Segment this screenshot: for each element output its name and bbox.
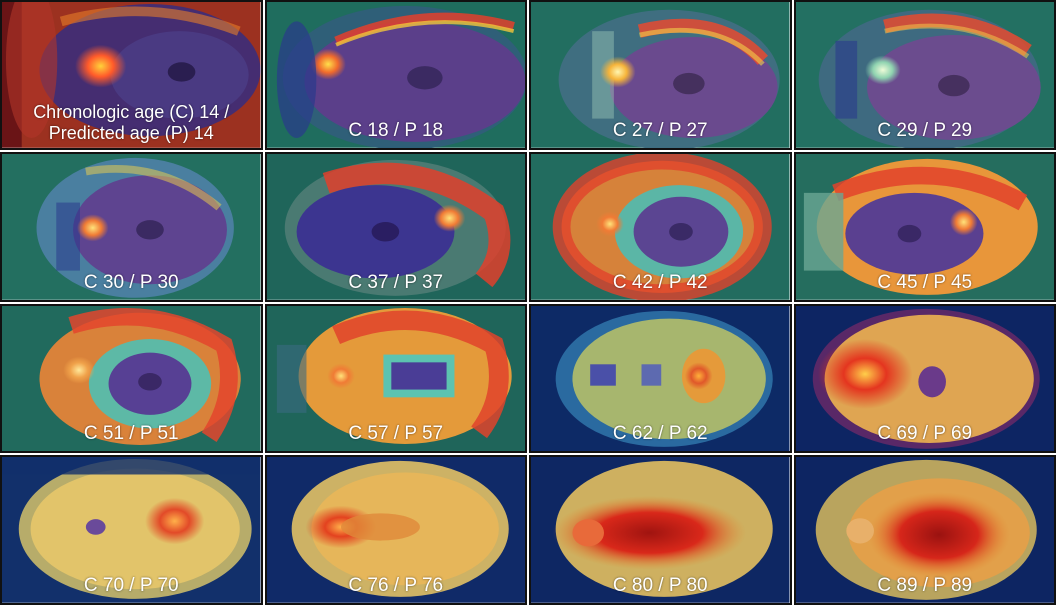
heatmap-image [795, 305, 1054, 452]
panel-c29-p29: C 29 / P 29 [793, 0, 1056, 150]
heatmap-image [266, 305, 525, 452]
panel-c30-p30: C 30 / P 30 [0, 151, 263, 302]
heatmap-image [795, 457, 1054, 603]
heatmap-image [266, 2, 525, 148]
panel-c51-p51: C 51 / P 51 [0, 303, 263, 454]
heatmap-image [531, 305, 790, 452]
heatmap-image [531, 457, 790, 603]
panel-c76-p76: C 76 / P 76 [264, 455, 527, 605]
heatmap-image [266, 153, 525, 300]
panel-c80-p80: C 80 / P 80 [529, 455, 792, 605]
heatmap-image [2, 2, 261, 148]
heatmap-image [2, 153, 261, 300]
heatmap-image [531, 153, 790, 300]
panel-c45-p45: C 45 / P 45 [793, 151, 1056, 302]
panel-c89-p89: C 89 / P 89 [793, 455, 1056, 605]
panel-c42-p42: C 42 / P 42 [529, 151, 792, 302]
panel-c27-p27: C 27 / P 27 [529, 0, 792, 150]
heatmap-image [2, 305, 261, 452]
panel-c18-p18: C 18 / P 18 [264, 0, 527, 150]
heatmap-image [266, 457, 525, 603]
panel-c57-p57: C 57 / P 57 [264, 303, 527, 454]
panel-c62-p62: C 62 / P 62 [529, 303, 792, 454]
panel-c70-p70: C 70 / P 70 [0, 455, 263, 605]
panel-c14-p14: Chronologic age (C) 14 / Predicted age (… [0, 0, 263, 150]
heatmap-image [531, 2, 790, 148]
heatmap-image [795, 153, 1054, 300]
heatmap-image [795, 2, 1054, 148]
panel-c69-p69: C 69 / P 69 [793, 303, 1056, 454]
panel-c37-p37: C 37 / P 37 [264, 151, 527, 302]
heatmap-image [2, 457, 261, 603]
